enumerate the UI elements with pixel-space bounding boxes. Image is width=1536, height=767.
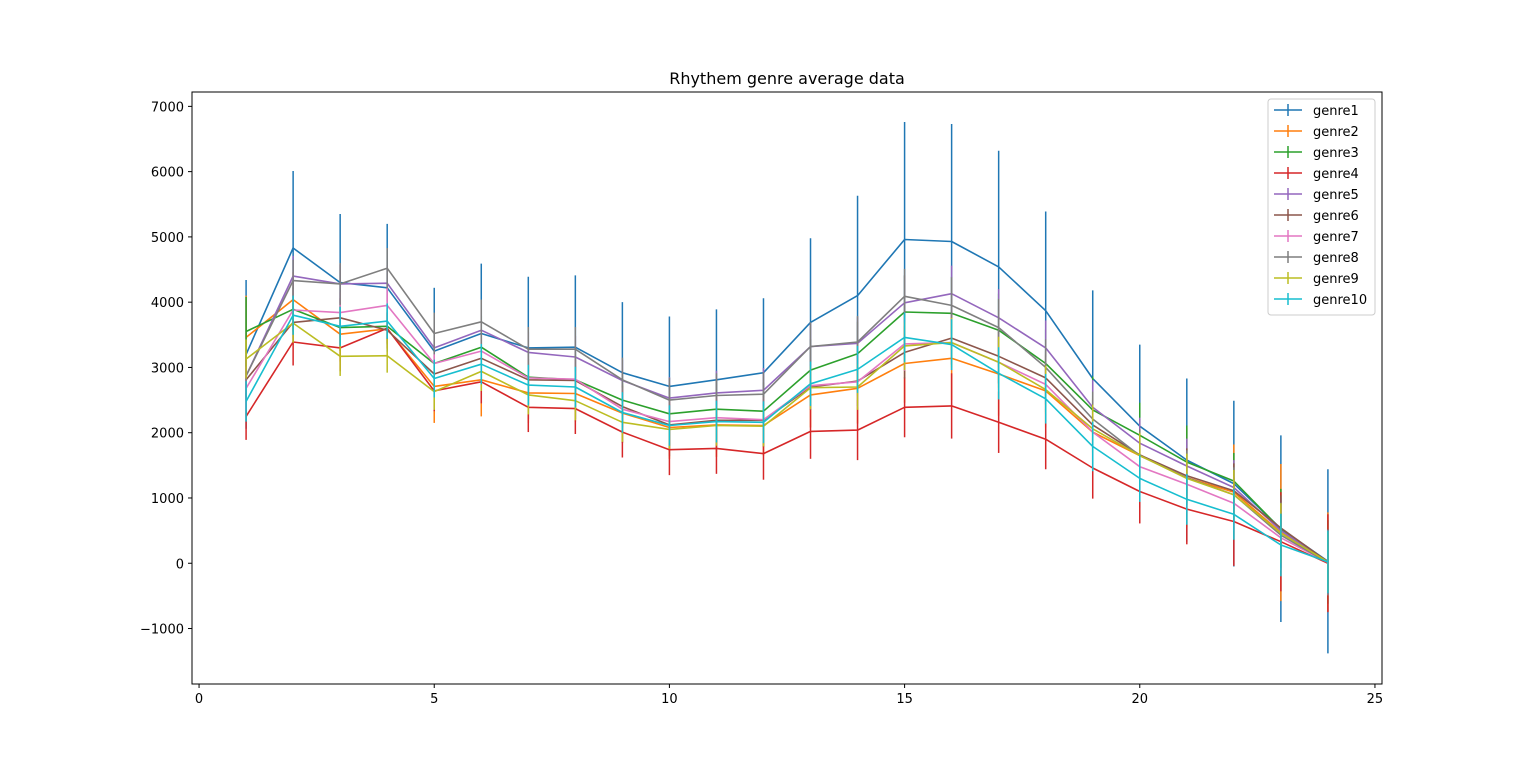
- legend-label: genre2: [1313, 125, 1359, 140]
- plot-frame: [191, 91, 1383, 685]
- y-tick-label: −1000: [140, 623, 184, 638]
- legend-box: [1267, 98, 1376, 316]
- y-tick-label: 5000: [151, 231, 184, 246]
- series-genre10: [245, 295, 1329, 594]
- axes-layer: 0 5 10 15 20 25 −1000 0 1000 2000 3000 4000 5000 6000…: [140, 91, 1384, 707]
- x-tick-label: 20: [1131, 692, 1148, 707]
- series-line: [245, 322, 1329, 563]
- legend-item-genre8: genre8: [1274, 251, 1359, 266]
- legend-item-genre6: genre6: [1274, 209, 1359, 224]
- legend-item-genre7: genre7: [1274, 230, 1359, 245]
- y-tick-label: 2000: [151, 427, 184, 442]
- legend-label: genre9: [1313, 272, 1359, 287]
- legend: genre1 genre2 genre3 genre4 genre5 genre6 genr…: [1267, 98, 1376, 316]
- legend-item-genre4: genre4: [1274, 167, 1359, 182]
- legend-item-genre9: genre9: [1274, 272, 1359, 287]
- series-line: [245, 275, 1329, 563]
- legend-label: genre10: [1313, 293, 1367, 308]
- legend-label: genre3: [1313, 146, 1359, 161]
- x-tick-label: 10: [661, 692, 678, 707]
- legend-item-genre2: genre2: [1274, 125, 1359, 140]
- y-tick-label: 0: [176, 557, 184, 572]
- legend-item-genre5: genre5: [1274, 188, 1359, 203]
- legend-item-genre3: genre3: [1274, 146, 1359, 161]
- legend-label: genre4: [1313, 167, 1359, 182]
- legend-label: genre7: [1313, 230, 1359, 245]
- series-line: [245, 314, 1329, 563]
- x-tick-label: 25: [1367, 692, 1384, 707]
- legend-label: genre5: [1313, 188, 1359, 203]
- plot-layer: [245, 122, 1329, 654]
- y-tick-label: 6000: [151, 166, 184, 181]
- legend-label: genre8: [1313, 251, 1359, 266]
- y-tick-label: 4000: [151, 296, 184, 311]
- series-line: [245, 308, 1329, 563]
- x-tick-label: 15: [896, 692, 913, 707]
- legend-label: genre1: [1313, 104, 1359, 119]
- x-tick-label: 5: [430, 692, 438, 707]
- legend-item-genre10: genre10: [1274, 293, 1367, 308]
- y-tick-label: 1000: [151, 492, 184, 507]
- chart-title: Rhythem genre average data: [669, 69, 905, 88]
- legend-label: genre6: [1313, 209, 1359, 224]
- y-tick-label: 3000: [151, 361, 184, 376]
- y-tick-label: 7000: [151, 100, 184, 115]
- legend-item-genre1: genre1: [1274, 104, 1359, 119]
- x-tick-label: 0: [195, 692, 203, 707]
- series-line: [245, 238, 1329, 562]
- series-line: [245, 327, 1329, 565]
